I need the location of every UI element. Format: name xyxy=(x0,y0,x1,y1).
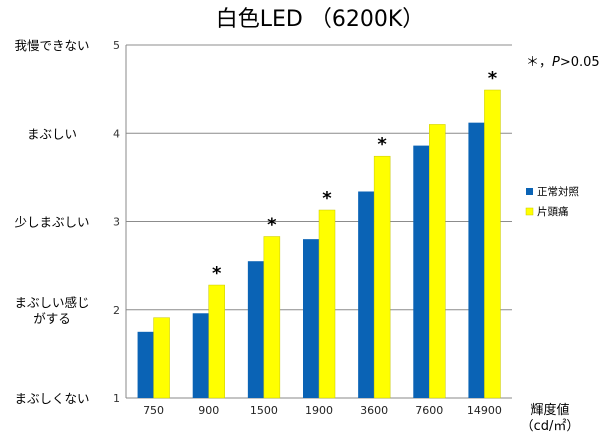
bars xyxy=(137,89,501,399)
y-tick-label-4: 4 xyxy=(113,127,120,140)
bar-control-1500 xyxy=(247,261,264,398)
x-axis-label: 輝度値（cd/㎡） xyxy=(521,402,580,433)
y-level-label-5: 我慢できない xyxy=(14,38,89,53)
legend-swatch-control xyxy=(526,188,533,195)
y-tick-label-1: 1 xyxy=(113,392,120,405)
y-level-label-3: 少しまぶしい xyxy=(14,215,89,230)
significance-marker-1500: * xyxy=(267,215,277,236)
bar-control-14900 xyxy=(468,122,485,398)
legend-label-control: 正常対照 xyxy=(537,185,579,198)
significance-marker-14900: * xyxy=(488,68,498,89)
significance-note: ＊，P>0.05 xyxy=(526,55,600,70)
bar-migraine-1900 xyxy=(318,209,336,399)
note-p: P xyxy=(552,55,560,70)
x-tick-label-1500: 1500 xyxy=(250,404,278,417)
y-level-label-4: まぶしい xyxy=(27,126,77,141)
significance-marker-3600: * xyxy=(377,134,387,155)
bar-migraine-7600 xyxy=(429,124,446,399)
x-tick-label-900: 900 xyxy=(198,404,219,417)
legend-swatch-migraine xyxy=(525,207,534,216)
bar-control-1900 xyxy=(303,239,319,398)
bar-migraine-750 xyxy=(153,317,170,399)
significance-marker-900: * xyxy=(212,263,222,284)
y-tick-label-3: 3 xyxy=(113,216,120,229)
bar-control-3600 xyxy=(358,191,375,398)
x-tick-label-3600: 3600 xyxy=(360,404,388,417)
y-tick-label-5: 5 xyxy=(113,39,120,52)
bar-migraine-14900 xyxy=(484,89,501,399)
legend-label-migraine: 片頭痛 xyxy=(537,205,569,218)
note-rest: >0.05 xyxy=(560,55,600,70)
bar-migraine-3600 xyxy=(373,155,391,399)
x-tick-label-7600: 7600 xyxy=(415,404,443,417)
bar-migraine-900 xyxy=(208,284,225,399)
x-tick-label-14900: 14900 xyxy=(467,404,502,417)
bar-control-750 xyxy=(137,331,154,398)
significance-marker-1900: * xyxy=(322,188,332,209)
bar-control-7600 xyxy=(413,145,430,398)
x-tick-label-750: 750 xyxy=(143,404,164,417)
chart-title: 白色LED （6200K） xyxy=(216,7,425,32)
y-level-label-1: まぶしくない xyxy=(14,391,89,406)
x-tick-label-1900: 1900 xyxy=(305,404,333,417)
bar-migraine-1500 xyxy=(263,236,281,399)
bar-control-900 xyxy=(192,313,209,398)
note-symbol: ＊， xyxy=(526,55,552,70)
y-tick-label-2: 2 xyxy=(113,304,120,317)
y-level-label-2: まぶしい感じがする xyxy=(14,295,89,326)
